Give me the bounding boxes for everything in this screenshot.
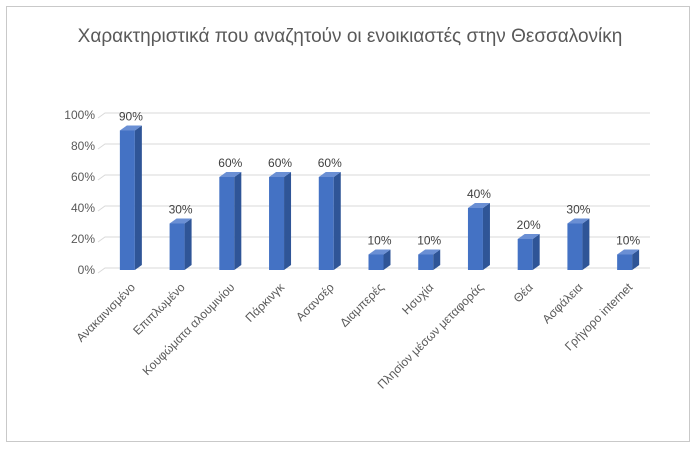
x-tick-label-3: Πάρκινγκ — [243, 280, 288, 325]
bar-side-1 — [184, 218, 192, 270]
bar-top-6 — [418, 249, 441, 255]
data-label-2: 60% — [218, 156, 242, 170]
bar-top-5 — [368, 249, 391, 255]
gridline-2 — [97, 205, 650, 212]
y-tick-label-3: 60% — [71, 170, 95, 184]
y-tick-label-0: 0% — [78, 263, 96, 277]
x-tick-label-8: Θέα — [511, 280, 536, 305]
bar-front-4 — [318, 177, 334, 270]
bar-front-10 — [617, 254, 633, 270]
x-tick-label-7: Πλησίον μέσων μεταφοράς — [375, 280, 487, 392]
data-label-6: 10% — [417, 234, 441, 248]
bar-side-9 — [582, 218, 590, 270]
y-tick-label-4: 80% — [71, 139, 95, 153]
bar-4 — [318, 172, 341, 270]
bar-side-7 — [482, 203, 490, 270]
bar-front-5 — [368, 254, 384, 270]
x-tick-label-2: Κουφώματα αλουμινίου — [140, 280, 238, 378]
data-label-4: 60% — [318, 156, 342, 170]
data-label-5: 10% — [367, 234, 391, 248]
bar-top-0 — [119, 125, 142, 131]
bar-1 — [169, 218, 192, 270]
bar-top-1 — [169, 218, 192, 224]
bar-front-3 — [269, 177, 285, 270]
bar-2 — [219, 172, 242, 270]
bar-top-3 — [269, 172, 292, 177]
bar-top-8 — [517, 234, 540, 239]
bar-side-6 — [433, 249, 441, 270]
x-tick-label-9: Ασφάλεια — [540, 280, 586, 326]
bar-top-2 — [219, 172, 242, 177]
x-tick-label-6: Ησυχία — [399, 280, 436, 317]
bar-top-4 — [318, 172, 341, 177]
gridline-3 — [97, 174, 650, 181]
bar-top-9 — [567, 218, 590, 224]
data-label-1: 30% — [169, 203, 193, 217]
x-tick-label-0: Ανακαινισμένο — [73, 280, 138, 345]
bar-side-10 — [632, 249, 640, 270]
y-tick-label-5: 100% — [64, 108, 95, 122]
data-label-0: 90% — [119, 110, 143, 124]
bar-front-8 — [517, 239, 533, 270]
data-label-10: 10% — [616, 234, 640, 248]
bar-front-6 — [418, 254, 434, 270]
x-tick-label-4: Ασανσέρ — [293, 280, 337, 324]
bar-8 — [517, 234, 540, 270]
bar-top-7 — [467, 203, 490, 208]
bar-front-0 — [119, 130, 135, 270]
bar-side-8 — [532, 234, 540, 270]
bar-front-1 — [169, 223, 185, 270]
y-tick-label-1: 20% — [71, 232, 95, 246]
chart-title: Χαρακτηριστικά που αναζητούν οι ενοικιασ… — [77, 26, 623, 47]
bar-7 — [467, 203, 490, 270]
bar-front-2 — [219, 177, 235, 270]
bar-side-2 — [234, 172, 242, 270]
bar-side-3 — [284, 172, 292, 270]
y-tick-label-2: 40% — [71, 201, 95, 215]
bar-3 — [269, 172, 292, 270]
data-label-3: 60% — [268, 156, 292, 170]
bar-10 — [617, 249, 640, 270]
bar-9 — [567, 218, 590, 270]
bar-5 — [368, 249, 391, 270]
bar-0 — [119, 125, 142, 270]
bar-side-0 — [134, 125, 142, 270]
bar-front-9 — [567, 223, 583, 270]
x-tick-label-5: Διαμπερές — [337, 280, 387, 330]
bar-side-4 — [333, 172, 341, 270]
bar-6 — [418, 249, 441, 270]
data-label-9: 30% — [566, 203, 590, 217]
bar-front-7 — [467, 208, 483, 270]
data-label-8: 20% — [517, 218, 541, 232]
gridline-4 — [97, 143, 650, 150]
gridline-5 — [97, 112, 650, 119]
bar-top-10 — [617, 249, 640, 255]
bar-side-5 — [383, 249, 391, 270]
data-label-7: 40% — [467, 187, 491, 201]
